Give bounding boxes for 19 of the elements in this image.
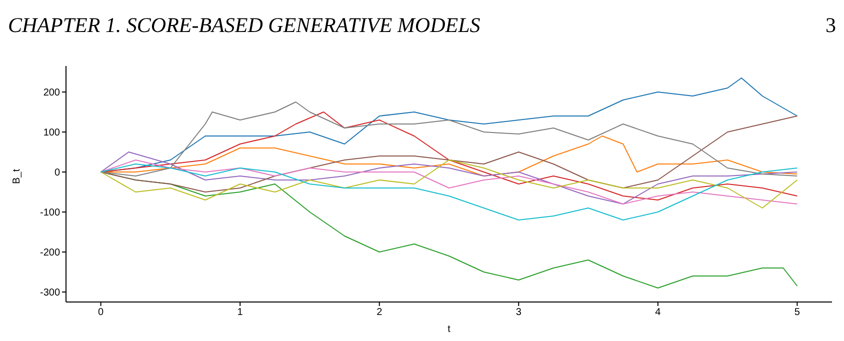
- y-tick-label: 200: [43, 88, 60, 99]
- x-axis-title: t: [448, 324, 451, 335]
- text: 3: [826, 12, 836, 38]
- x-tick-label: 2: [376, 307, 383, 318]
- y-axis-title: B_t: [12, 168, 23, 184]
- y-tick-label: -100: [40, 208, 60, 219]
- y-tick-label: -300: [40, 288, 60, 299]
- line-series: [100, 102, 798, 176]
- x-tick-label: 0: [98, 307, 104, 318]
- chart-title: CHAPTER 1. SCORE-BASED GENERATIVE MODELS: [8, 12, 480, 38]
- y-tick-label: 0: [54, 168, 60, 179]
- y-tick-label: -200: [40, 248, 60, 259]
- line-series: [100, 152, 798, 204]
- x-tick-label: 3: [516, 307, 522, 318]
- y-tick-label: 100: [43, 128, 60, 139]
- line-series: [100, 164, 798, 220]
- x-tick-label: 5: [794, 307, 800, 318]
- x-tick-label: 4: [655, 307, 662, 318]
- x-tick-label: 1: [237, 307, 244, 318]
